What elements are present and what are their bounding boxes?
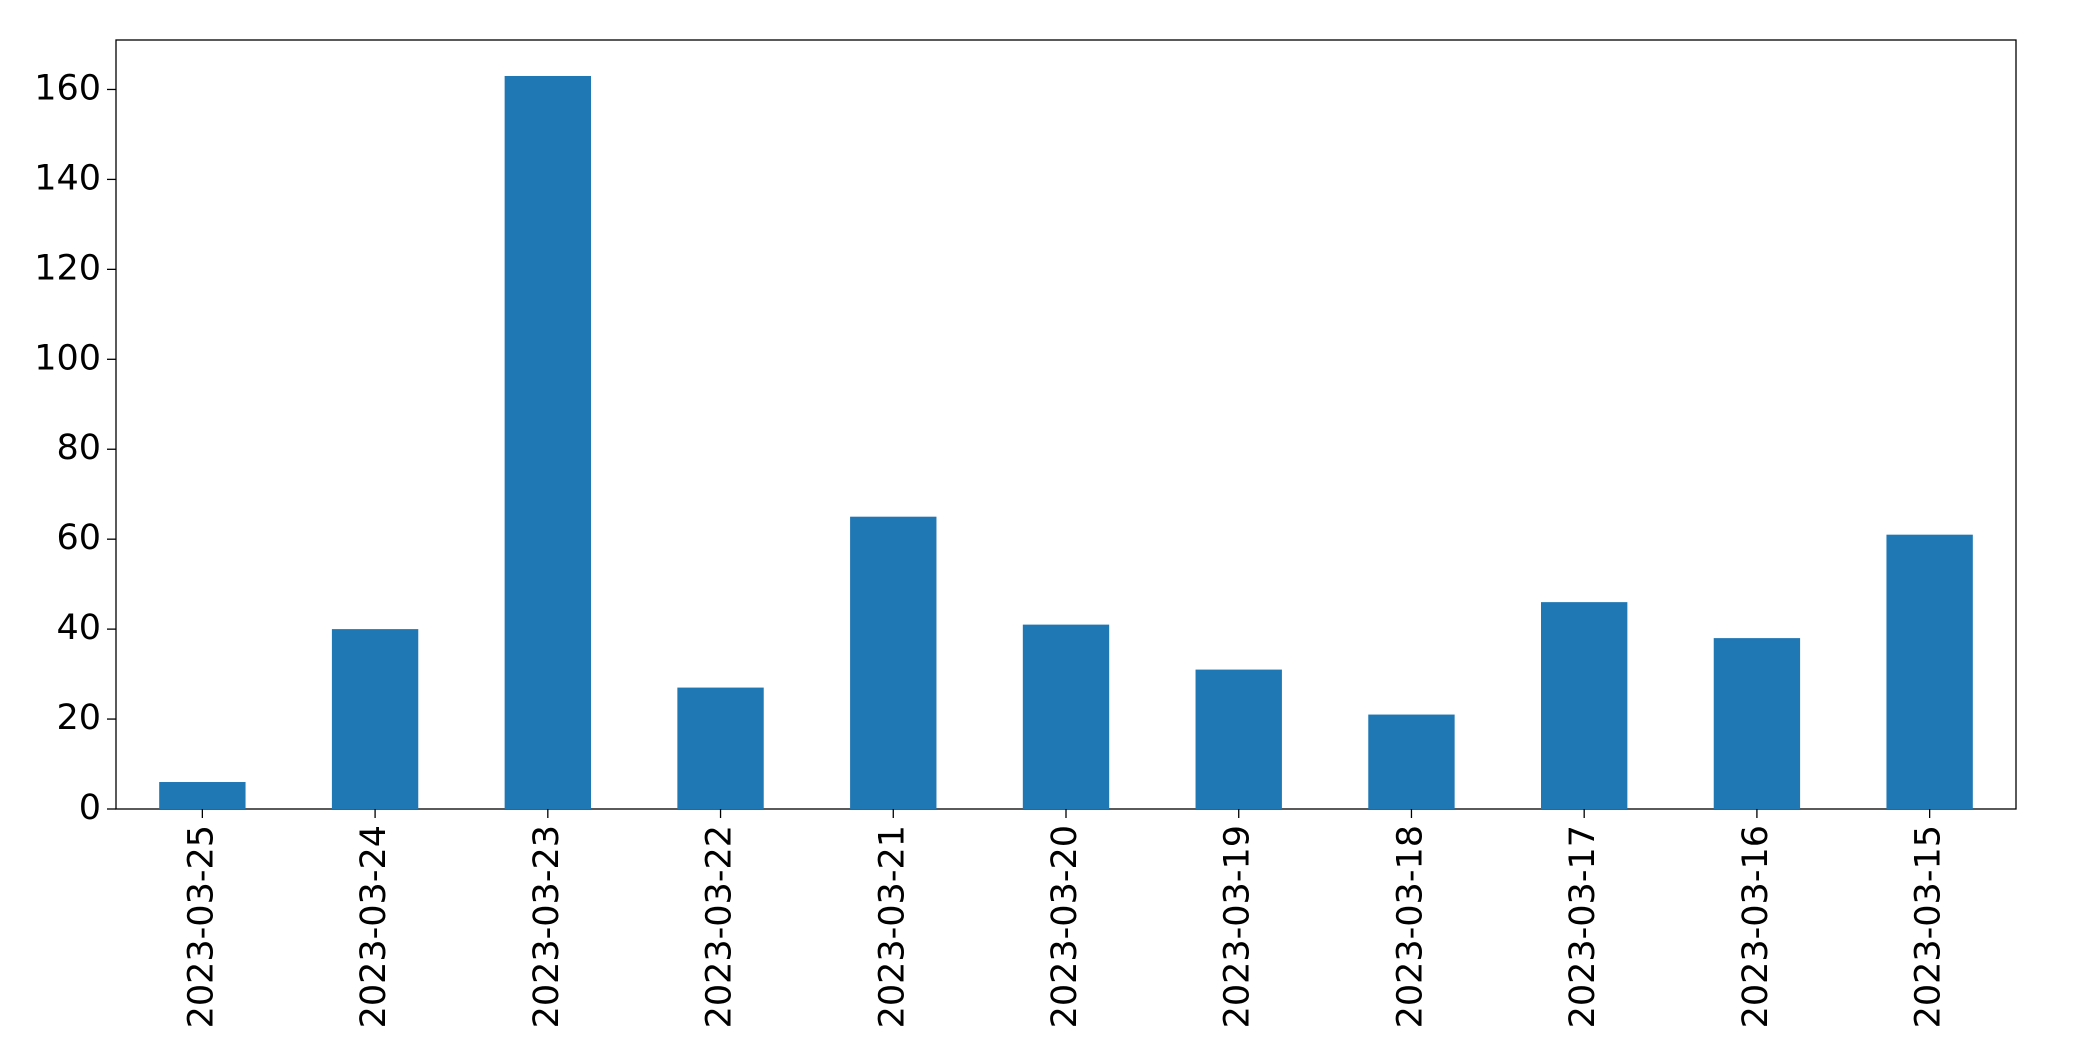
y-tick-label: 100: [34, 338, 101, 378]
bar: [1886, 534, 1973, 809]
bar: [1368, 714, 1455, 809]
x-tick-label: 2023-03-16: [1736, 825, 1776, 1028]
x-tick-label: 2023-03-18: [1390, 825, 1430, 1028]
bar: [1713, 638, 1801, 809]
y-tick-label: 0: [79, 788, 101, 828]
bar: [331, 629, 419, 809]
bar: [159, 782, 246, 809]
x-tick-label: 2023-03-24: [354, 825, 394, 1028]
x-tick-label: 2023-03-20: [1045, 825, 1085, 1028]
y-tick-label: 160: [34, 68, 101, 108]
x-tick-label: 2023-03-17: [1563, 825, 1603, 1028]
y-tick-label: 140: [34, 158, 101, 198]
bar: [677, 687, 764, 809]
x-tick-label: 2023-03-23: [527, 825, 567, 1028]
y-tick-label: 20: [56, 698, 101, 738]
y-tick-label: 120: [34, 248, 101, 288]
x-tick-label: 2023-03-19: [1218, 825, 1258, 1028]
x-tick-label: 2023-03-15: [1909, 825, 1949, 1028]
bar: [1195, 669, 1282, 809]
y-tick-label: 80: [56, 428, 101, 468]
bar: [1022, 624, 1110, 809]
y-tick-label: 60: [56, 518, 101, 558]
x-tick-label: 2023-03-21: [872, 825, 912, 1028]
bar: [850, 516, 937, 809]
bar: [504, 75, 591, 809]
y-tick-label: 40: [56, 608, 101, 648]
x-tick-label: 2023-03-22: [700, 825, 740, 1028]
x-tick-label: 2023-03-25: [181, 825, 221, 1028]
bar: [1541, 602, 1628, 809]
